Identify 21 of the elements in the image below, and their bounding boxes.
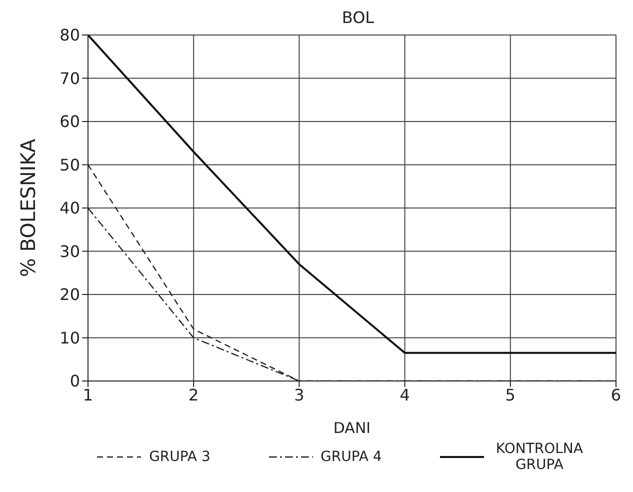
x-tick-label: 6 — [610, 385, 622, 404]
y-tick-label: 50 — [60, 155, 80, 174]
y-tick-label: 60 — [60, 112, 80, 132]
y-tick-label: 40 — [60, 198, 80, 218]
y-tick-label: 80 — [60, 26, 80, 45]
y-tick-label: 20 — [60, 285, 80, 304]
x-tick-label: 3 — [294, 385, 304, 404]
x-tick-label: 2 — [188, 385, 199, 404]
legend-label: GRUPA 4 — [320, 449, 382, 465]
y-axis-title: % BOLESNIKA — [16, 138, 40, 278]
y-tick-label: 70 — [60, 68, 80, 88]
legend-label: KONTROLNA GRUPA — [494, 441, 584, 473]
x-axis-title: DANI — [333, 419, 371, 437]
y-tick-label: 10 — [60, 328, 80, 348]
legend-label: GRUPA 3 — [149, 449, 210, 465]
chart-title: BOL — [340, 8, 376, 27]
x-tick-label: 5 — [505, 385, 516, 404]
x-tick-label: 4 — [400, 385, 410, 404]
y-tick-label: 30 — [60, 242, 80, 261]
y-tick-label: 0 — [70, 372, 80, 391]
x-tick-label: 1 — [82, 385, 94, 404]
